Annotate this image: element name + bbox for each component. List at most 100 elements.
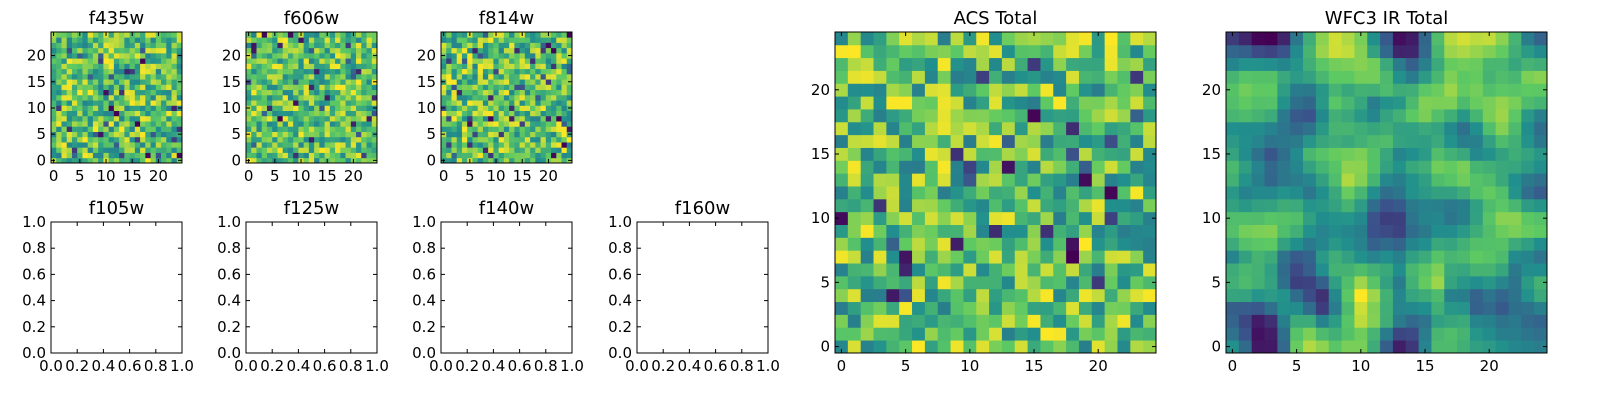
heatmap-cell — [535, 142, 541, 148]
heatmap-cell — [1444, 211, 1458, 225]
heatmap-cell — [472, 42, 479, 49]
heatmap-cell — [477, 47, 484, 54]
heatmap-cell — [1078, 83, 1093, 97]
heatmap-cell — [282, 157, 289, 164]
heatmap-cell — [1303, 340, 1317, 354]
heatmap-cell — [446, 47, 452, 54]
heatmap-cell — [472, 79, 479, 85]
heatmap-cell — [366, 142, 373, 148]
heatmap-cell — [129, 47, 136, 54]
heatmap-cell — [477, 147, 484, 153]
heatmap-cell — [82, 63, 89, 70]
heatmap-cell — [166, 152, 172, 159]
heatmap-cell — [989, 198, 1003, 213]
heatmap-cell — [1495, 301, 1509, 315]
heatmap-cell — [535, 79, 541, 85]
heatmap-cell — [1264, 160, 1278, 174]
heatmap-cell — [282, 131, 289, 138]
heatmap-cell — [1495, 198, 1509, 213]
heatmap-cell — [361, 110, 367, 117]
heatmap-cell — [1431, 44, 1445, 59]
heatmap-cell — [1521, 211, 1535, 225]
heatmap-cell — [1238, 83, 1253, 97]
y-tick-label: 0 — [231, 151, 241, 169]
heatmap-cell — [509, 131, 515, 138]
heatmap-cell — [561, 100, 568, 106]
heatmap-cell — [340, 84, 346, 91]
heatmap-cell — [1469, 237, 1484, 251]
heatmap-cell — [98, 126, 104, 132]
heatmap-cell — [1469, 224, 1484, 238]
heatmap-cell — [976, 121, 990, 136]
heatmap-cell — [1027, 173, 1041, 187]
heatmap-cell — [1277, 173, 1291, 187]
heatmap-cell — [287, 100, 294, 106]
heatmap-cell — [924, 198, 939, 213]
heatmap-cell — [166, 68, 172, 75]
heatmap-cell — [467, 47, 473, 54]
heatmap-cell — [340, 63, 346, 70]
heatmap-cell — [937, 121, 951, 136]
heatmap-cell — [937, 224, 951, 238]
heatmap-cell — [509, 89, 515, 96]
heatmap-cell — [345, 136, 352, 143]
heatmap-cell — [272, 105, 278, 111]
heatmap-cell — [498, 126, 505, 132]
heatmap-cell — [963, 288, 977, 303]
heatmap-cell — [287, 32, 294, 38]
heatmap-cell — [545, 105, 552, 111]
heatmap-cell — [1495, 109, 1509, 123]
heatmap-cell — [350, 110, 357, 117]
heatmap-cell — [150, 63, 157, 70]
heatmap-cell — [477, 121, 484, 127]
heatmap-cell — [1251, 275, 1265, 290]
heatmap-cell — [134, 94, 141, 101]
heatmap-cell — [873, 237, 887, 251]
heatmap-cell — [456, 157, 463, 164]
heatmap-cell — [340, 42, 346, 49]
heatmap-cell — [1521, 198, 1535, 213]
panel-title-wfc3-ir-total: WFC3 IR Total — [1325, 8, 1448, 29]
heatmap-cell — [1392, 314, 1407, 328]
heatmap-cell — [1431, 186, 1445, 200]
heatmap-cell — [1482, 134, 1497, 148]
heatmap-cell — [1354, 32, 1368, 46]
heatmap-cell — [298, 94, 305, 101]
heatmap-cell — [92, 147, 99, 153]
heatmap-cell — [266, 136, 273, 143]
heatmap-cell — [92, 73, 99, 80]
y-tick-label: 0.8 — [412, 239, 436, 257]
heatmap-cell — [530, 73, 536, 80]
heatmap-cell — [298, 52, 305, 59]
heatmap-cell — [482, 63, 489, 70]
heatmap-cell — [514, 157, 520, 164]
heatmap-cell — [51, 126, 57, 132]
heatmap-cell — [561, 79, 568, 85]
heatmap-cell — [963, 57, 977, 71]
heatmap-cell — [1534, 288, 1548, 303]
heatmap-cell — [1014, 121, 1028, 136]
heatmap-cell — [251, 157, 257, 164]
heatmap-cell — [345, 142, 352, 148]
heatmap-cell — [1508, 134, 1522, 148]
heatmap-cell — [108, 105, 115, 111]
heatmap-cell — [293, 63, 299, 70]
heatmap-cell — [261, 68, 268, 75]
heatmap-cell — [287, 73, 294, 80]
heatmap-cell — [366, 52, 373, 59]
heatmap-cell — [1508, 224, 1522, 238]
heatmap-cell — [119, 47, 125, 54]
heatmap-cell — [1117, 327, 1131, 341]
heatmap-cell — [556, 126, 562, 132]
heatmap-cell — [103, 136, 110, 143]
heatmap-cell — [1405, 301, 1419, 315]
heatmap-cell — [350, 94, 357, 101]
heatmap-cell — [145, 131, 151, 138]
heatmap-cell — [171, 147, 178, 153]
heatmap-cell — [561, 136, 568, 143]
heatmap-cell — [113, 58, 120, 64]
heatmap-cell — [287, 121, 294, 127]
heatmap-cell — [551, 42, 557, 49]
heatmap-cell — [87, 152, 94, 159]
heatmap-cell — [1117, 301, 1131, 315]
